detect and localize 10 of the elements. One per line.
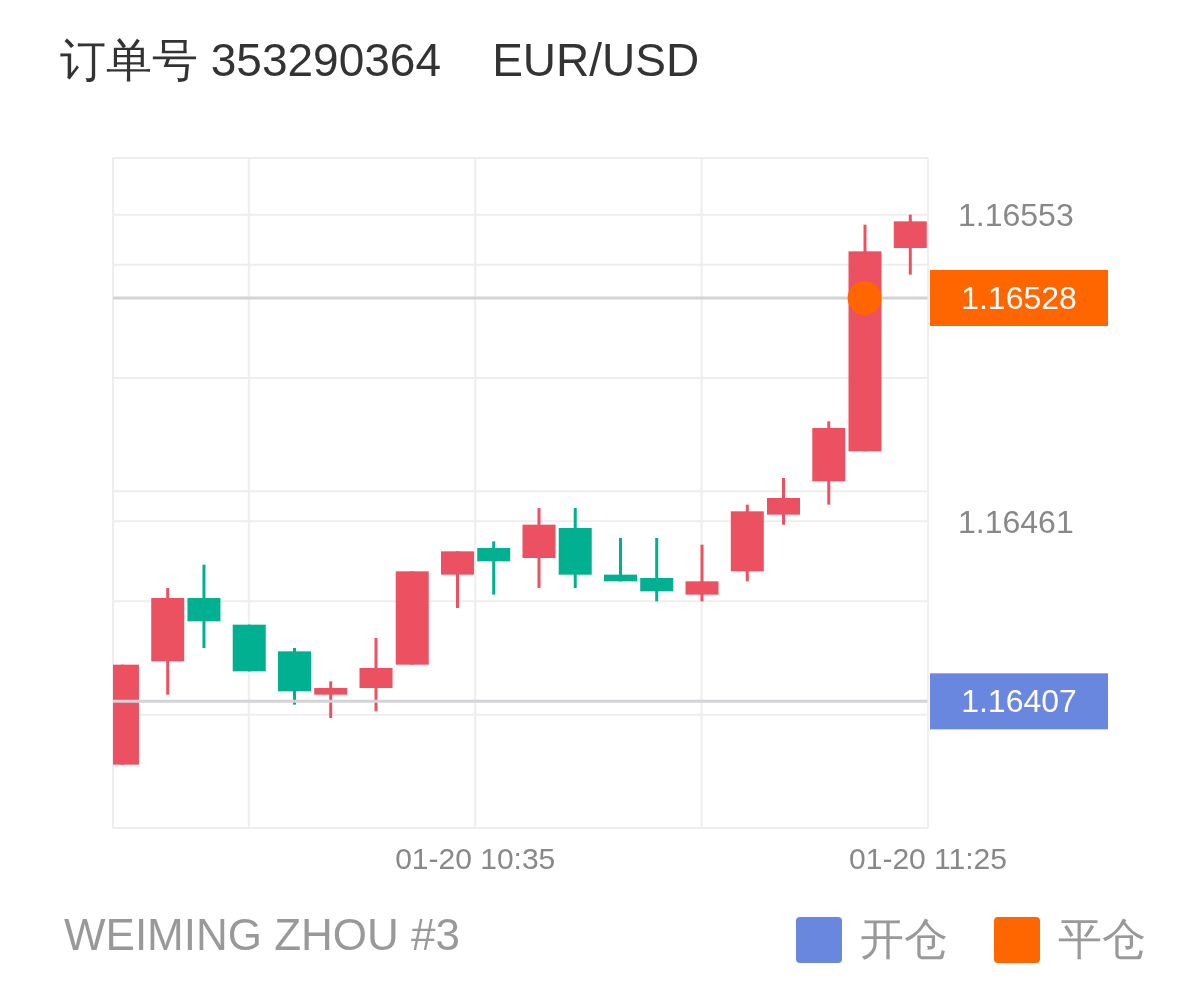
x-tick-label: 01-20 11:25 [849, 842, 1007, 876]
ref-line-label: 1.16528 [961, 280, 1077, 316]
legend-label: 开仓 [860, 913, 948, 965]
text: WEIMING ZHOU #3 [64, 910, 461, 960]
chart-title: 订单号 353290364 EUR/USD [60, 33, 700, 88]
x-tick-label: 01-20 10:35 [395, 842, 556, 876]
y-tick-label: 1.16461 [958, 503, 1074, 540]
legend-label: 平仓 [1058, 913, 1146, 965]
ref-line-label: 1.16407 [961, 683, 1077, 720]
y-tick-label: 1.16553 [958, 197, 1074, 234]
